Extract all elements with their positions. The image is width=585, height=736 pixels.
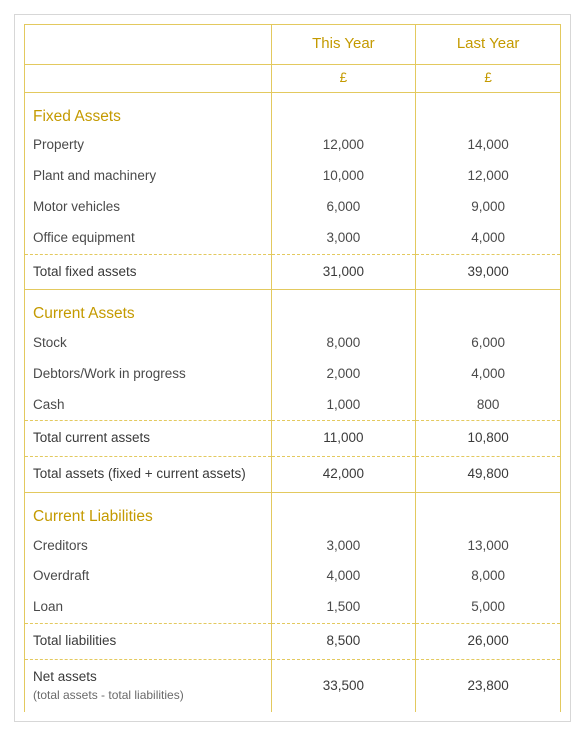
total-last-year: 39,000 [416, 254, 561, 290]
header-this-year: This Year [271, 25, 416, 65]
row-last-year: 9,000 [416, 192, 561, 223]
total-label: Total current assets [25, 421, 272, 457]
row-last-year: 4,000 [416, 359, 561, 390]
row-this-year: 3,000 [271, 531, 416, 562]
table-row: Motor vehicles 6,000 9,000 [25, 192, 561, 223]
net-assets-last-year: 23,800 [416, 660, 561, 712]
unit-blank [25, 64, 272, 92]
row-last-year: 4,000 [416, 223, 561, 254]
row-last-year: 8,000 [416, 561, 561, 592]
row-last-year: 5,000 [416, 592, 561, 623]
net-assets-row: Net assets(total assets - total liabilit… [25, 660, 561, 712]
section-blank-last [416, 493, 561, 531]
section-blank-last [416, 92, 561, 130]
section-blank-this [271, 290, 416, 328]
header-last-year: Last Year [416, 25, 561, 65]
total-last-year: 10,800 [416, 421, 561, 457]
row-last-year: 12,000 [416, 161, 561, 192]
total-row: Total assets (fixed + current assets) 42… [25, 457, 561, 493]
row-this-year: 12,000 [271, 130, 416, 161]
table-row: Stock 8,000 6,000 [25, 328, 561, 359]
row-this-year: 8,000 [271, 328, 416, 359]
unit-row: £ £ [25, 64, 561, 92]
net-assets-label: Net assets(total assets - total liabilit… [25, 660, 272, 712]
row-label: Property [25, 130, 272, 161]
row-label: Stock [25, 328, 272, 359]
total-this-year: 31,000 [271, 254, 416, 290]
total-row: Total liabilities 8,500 26,000 [25, 624, 561, 660]
row-label: Loan [25, 592, 272, 623]
section-title: Current Assets [25, 290, 272, 328]
section-heading: Fixed Assets [25, 92, 561, 130]
row-this-year: 3,000 [271, 223, 416, 254]
section-blank-this [271, 92, 416, 130]
row-this-year: 2,000 [271, 359, 416, 390]
row-label: Office equipment [25, 223, 272, 254]
row-label: Plant and machinery [25, 161, 272, 192]
row-last-year: 6,000 [416, 328, 561, 359]
row-last-year: 800 [416, 390, 561, 421]
table-row: Creditors 3,000 13,000 [25, 531, 561, 562]
section-title: Fixed Assets [25, 92, 272, 130]
balance-sheet-table: This Year Last Year £ £ Fixed Assets Pro… [24, 24, 561, 712]
row-label: Overdraft [25, 561, 272, 592]
table-row: Loan 1,500 5,000 [25, 592, 561, 623]
row-label: Creditors [25, 531, 272, 562]
row-this-year: 1,000 [271, 390, 416, 421]
row-this-year: 10,000 [271, 161, 416, 192]
unit-this-year: £ [271, 64, 416, 92]
row-this-year: 4,000 [271, 561, 416, 592]
row-this-year: 6,000 [271, 192, 416, 223]
table-row: Cash 1,000 800 [25, 390, 561, 421]
table-row: Overdraft 4,000 8,000 [25, 561, 561, 592]
row-last-year: 13,000 [416, 531, 561, 562]
table-body: Fixed Assets Property 12,000 14,000 Plan… [25, 92, 561, 712]
row-label: Cash [25, 390, 272, 421]
total-this-year: 42,000 [271, 457, 416, 493]
table-row: Plant and machinery 10,000 12,000 [25, 161, 561, 192]
row-label: Debtors/Work in progress [25, 359, 272, 390]
total-label: Total liabilities [25, 624, 272, 660]
total-this-year: 11,000 [271, 421, 416, 457]
section-title: Current Liabilities [25, 493, 272, 531]
balance-sheet-frame: This Year Last Year £ £ Fixed Assets Pro… [14, 14, 571, 722]
total-label: Total fixed assets [25, 254, 272, 290]
section-heading: Current Assets [25, 290, 561, 328]
section-blank-last [416, 290, 561, 328]
total-this-year: 8,500 [271, 624, 416, 660]
section-blank-this [271, 493, 416, 531]
total-label: Total assets (fixed + current assets) [25, 457, 272, 493]
table-row: Office equipment 3,000 4,000 [25, 223, 561, 254]
net-assets-sublabel: (total assets - total liabilities) [33, 688, 263, 703]
table-row: Debtors/Work in progress 2,000 4,000 [25, 359, 561, 390]
header-row: This Year Last Year [25, 25, 561, 65]
row-last-year: 14,000 [416, 130, 561, 161]
total-row: Total fixed assets 31,000 39,000 [25, 254, 561, 290]
table-row: Property 12,000 14,000 [25, 130, 561, 161]
total-last-year: 49,800 [416, 457, 561, 493]
unit-last-year: £ [416, 64, 561, 92]
net-assets-this-year: 33,500 [271, 660, 416, 712]
total-last-year: 26,000 [416, 624, 561, 660]
section-heading: Current Liabilities [25, 493, 561, 531]
row-label: Motor vehicles [25, 192, 272, 223]
total-row: Total current assets 11,000 10,800 [25, 421, 561, 457]
row-this-year: 1,500 [271, 592, 416, 623]
header-blank [25, 25, 272, 65]
